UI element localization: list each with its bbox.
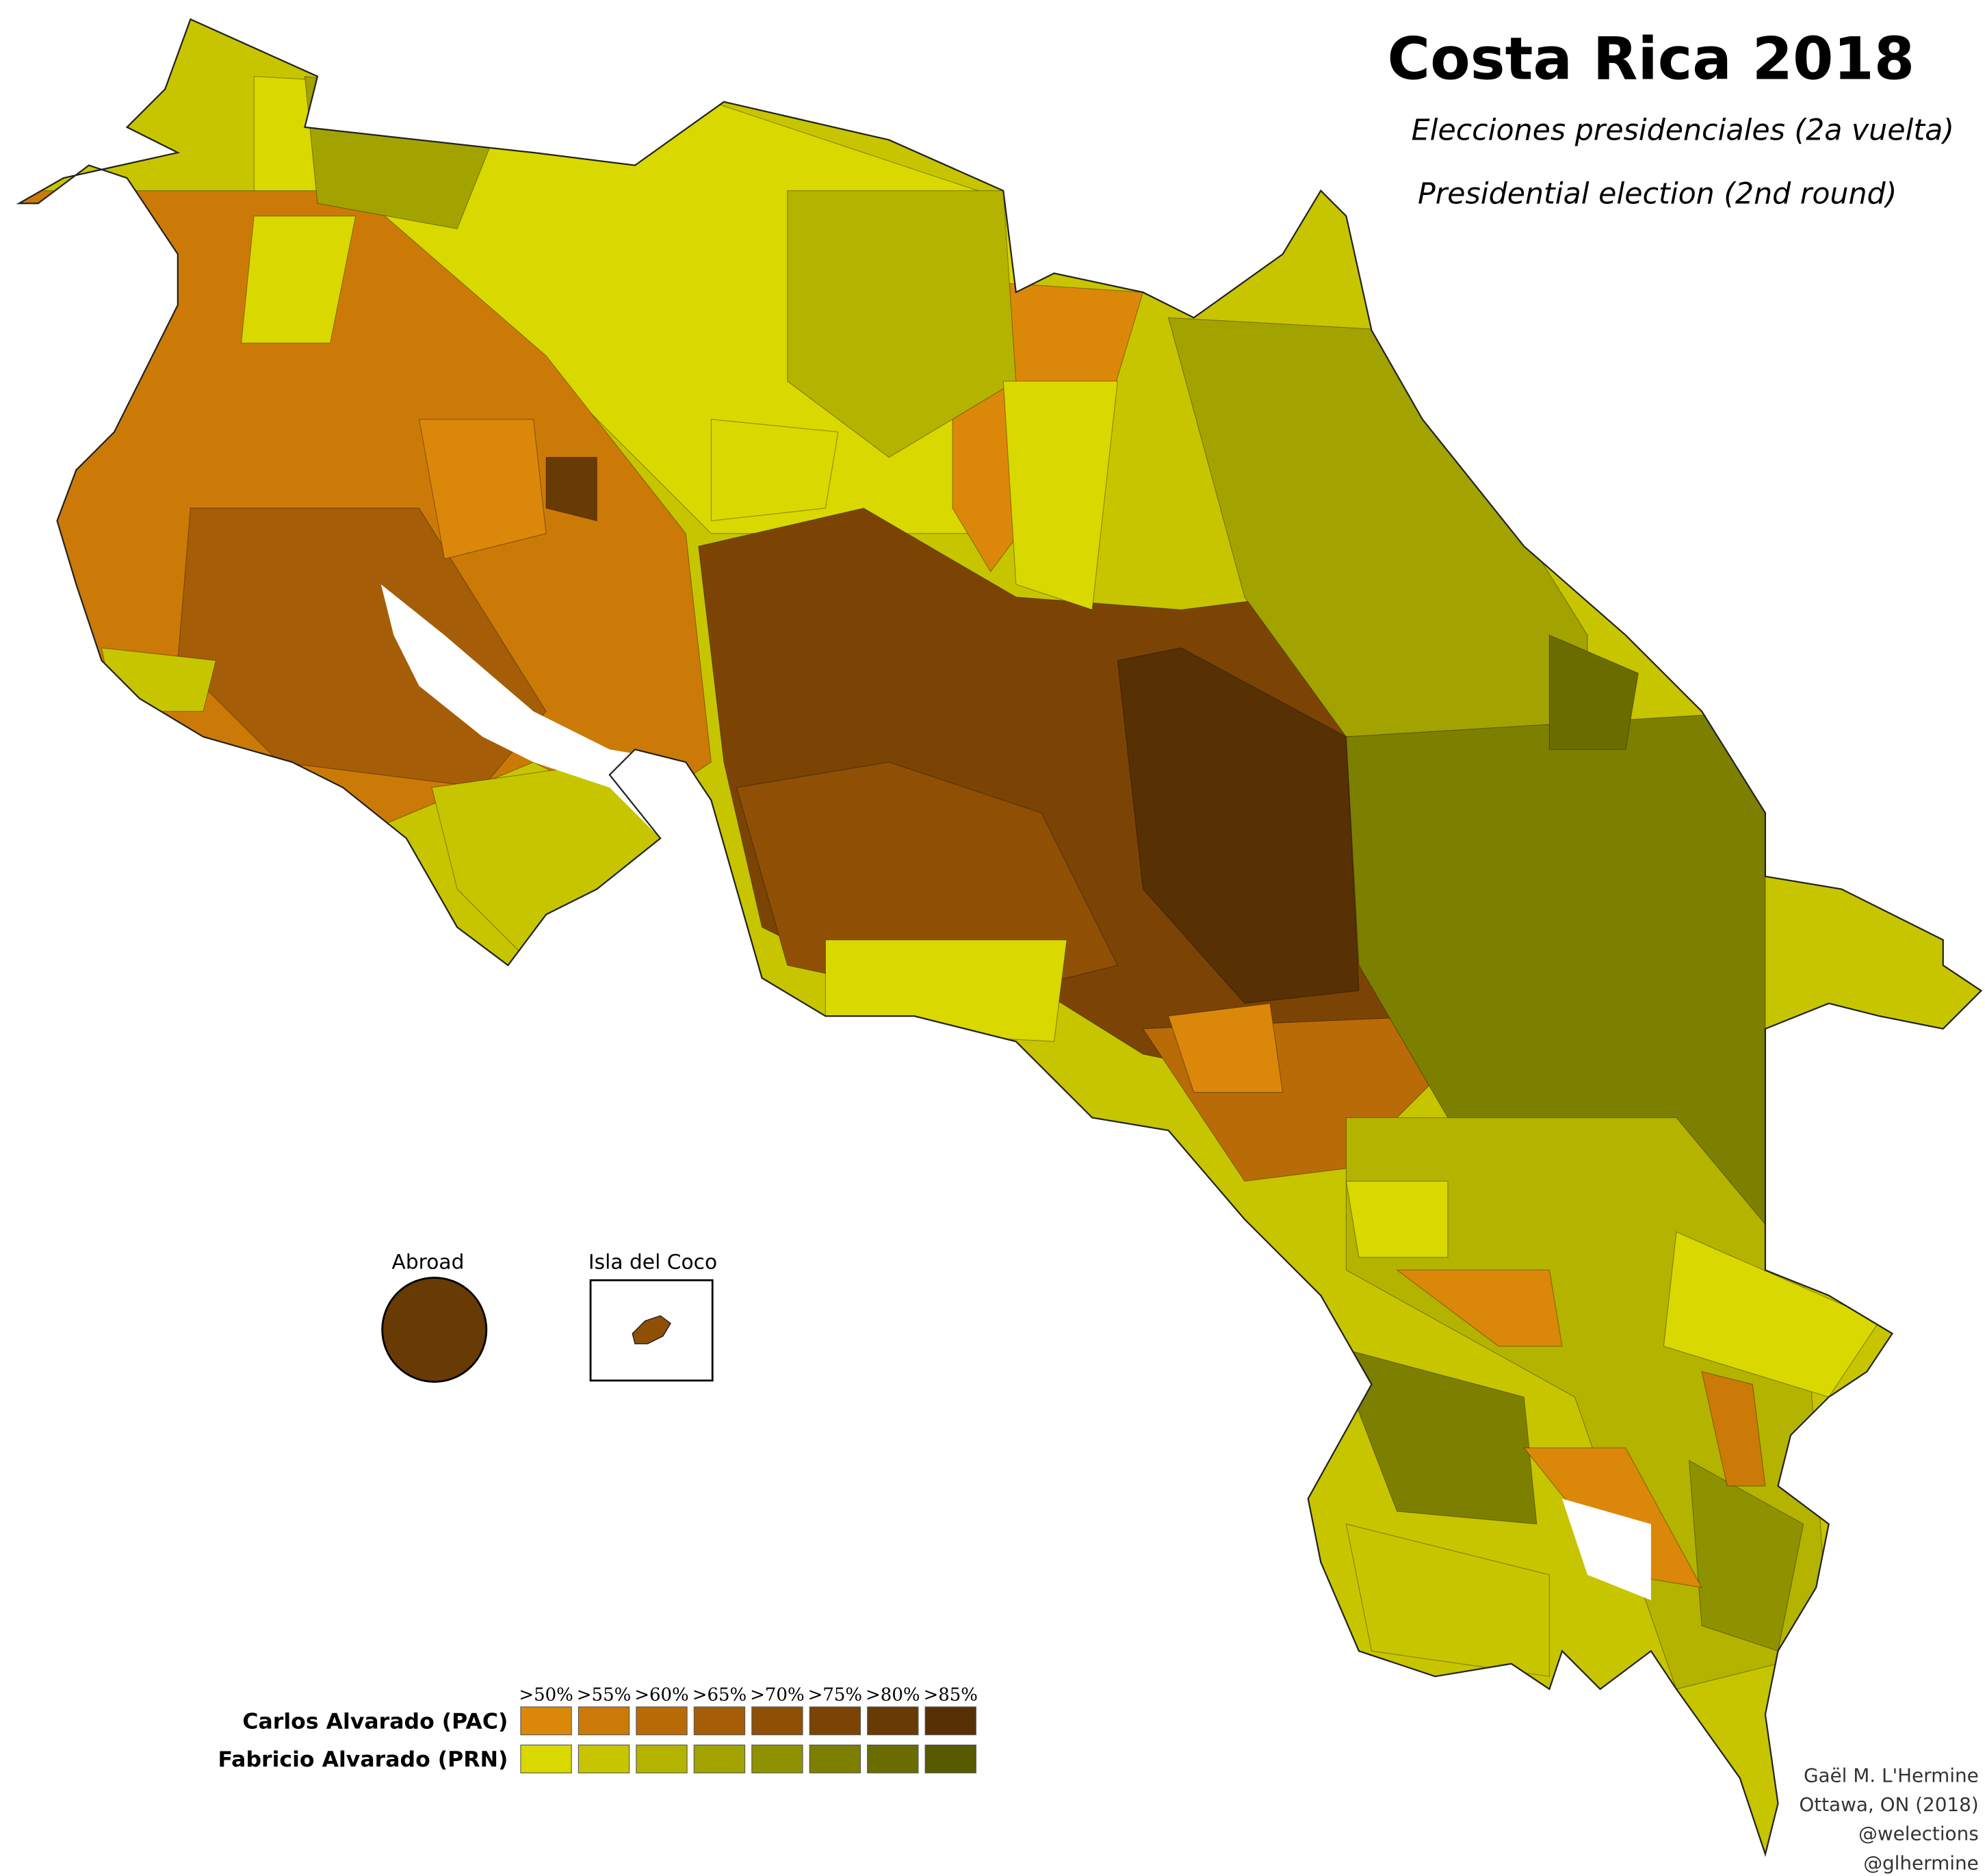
threshold-label: >55%: [577, 1685, 631, 1706]
legend-swatch: [867, 1744, 919, 1773]
country-outline: [16, 18, 1983, 1858]
legend-swatch: [578, 1744, 630, 1773]
threshold-label: >65%: [692, 1685, 747, 1706]
legend-swatch: [520, 1744, 572, 1773]
district: [787, 190, 1017, 458]
legend-swatch: [924, 1706, 976, 1736]
district: [418, 419, 547, 560]
credit-line: Gaël M. L'Hermine: [1804, 1764, 1979, 1786]
credits: Gaël M. L'Hermine Ottawa, ON (2018) @welec…: [1799, 1764, 1978, 1874]
threshold-label: >50%: [519, 1685, 573, 1706]
district: [710, 419, 839, 521]
legend-swatch: [809, 1744, 861, 1773]
isla-del-coco-label: Isla del Coco: [588, 1251, 717, 1275]
legend-swatch: [520, 1706, 572, 1736]
credit-line: @welections: [1858, 1823, 1979, 1845]
threshold-label: >85%: [924, 1685, 978, 1706]
party-label: Fabricio Alvarado (PRN): [218, 1747, 508, 1772]
district: [1345, 1180, 1449, 1258]
legend-swatch: [867, 1706, 919, 1736]
water: [380, 584, 1651, 1600]
legend-swatch: [809, 1706, 861, 1736]
threshold-label: >60%: [634, 1685, 688, 1706]
legend-swatch: [693, 1706, 746, 1736]
credit-line: Ottawa, ON (2018): [1799, 1793, 1978, 1816]
abroad-circle: [381, 1277, 488, 1383]
legend-swatch: [924, 1744, 976, 1773]
threshold-label: >70%: [750, 1685, 804, 1706]
legend-swatch: [751, 1706, 803, 1736]
legend-swatch: [636, 1744, 688, 1773]
party-label: Carlos Alvarado (PAC): [242, 1709, 508, 1734]
district: [1332, 1345, 1538, 1525]
district: [1345, 1523, 1550, 1677]
district: [241, 216, 356, 343]
subtitle-en: Presidential election (2nd round): [1418, 177, 1897, 211]
subtitle-es: Elecciones presidenciales (2a vuelta): [1412, 113, 1954, 147]
district: [1002, 380, 1118, 610]
threshold-label: >75%: [808, 1685, 862, 1706]
legend-swatch: [751, 1744, 803, 1773]
district: [545, 456, 597, 522]
district: [1395, 1269, 1563, 1347]
isla-del-coco: [632, 1315, 671, 1344]
credit-line: @glhermine: [1863, 1851, 1979, 1874]
legend: >50% >55% >60% >65% >70% >75% >80% >85% Carlos A…: [218, 1685, 978, 1773]
legend-swatch: [693, 1744, 746, 1773]
threshold-label: >80%: [866, 1685, 920, 1706]
legend-swatch: [578, 1706, 630, 1736]
abroad-label: Abroad: [392, 1251, 465, 1275]
district: [1167, 1002, 1284, 1093]
gulf-of-nicoya: [380, 584, 712, 839]
district: [1548, 634, 1639, 750]
title: Costa Rica 2018: [1388, 25, 1915, 93]
golfo-dulce: [1561, 1498, 1651, 1600]
district: [1701, 1371, 1766, 1487]
district: [825, 939, 1067, 1042]
district: [1117, 647, 1360, 1004]
legend-swatch: [636, 1706, 688, 1736]
